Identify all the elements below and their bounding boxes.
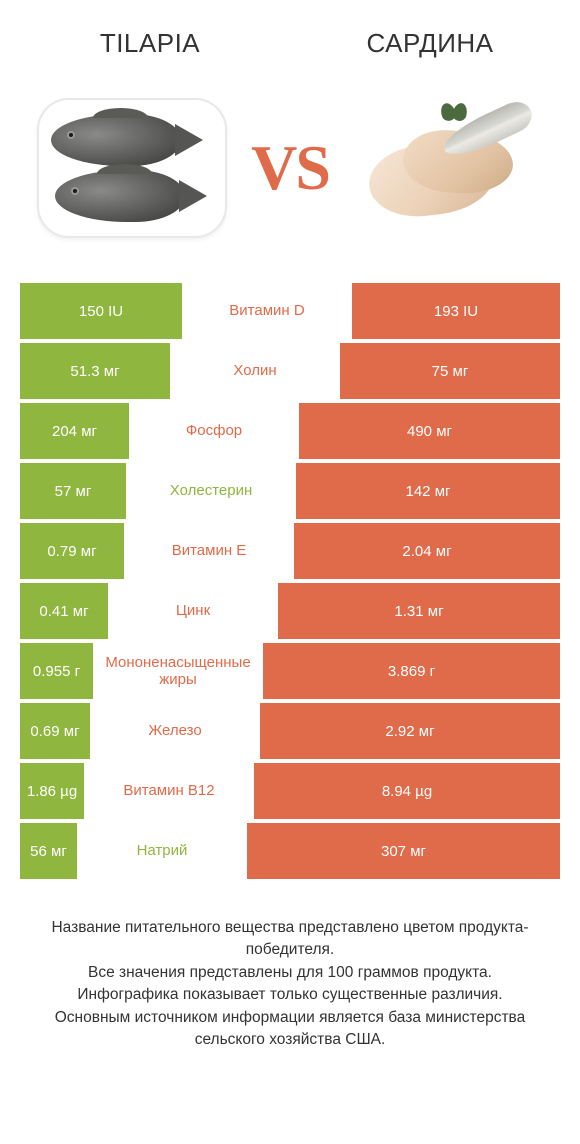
comparison-row: 51.3 мг Холин 75 мг	[20, 343, 560, 399]
comparison-row: 0.69 мг Железо 2.92 мг	[20, 703, 560, 759]
sardine-image	[337, 93, 560, 243]
header-right-title: САРДИНА	[290, 28, 570, 59]
right-value-bar: 8.94 µg	[254, 763, 560, 819]
nutrient-label: Витамин D	[182, 283, 352, 339]
nutrient-label: Железо	[90, 703, 260, 759]
nutrient-label: Холестерин	[126, 463, 296, 519]
left-value: 204 мг	[52, 423, 97, 440]
header-left-title: TILAPIA	[10, 28, 290, 59]
footer-line: Все значения представлены для 100 граммо…	[28, 962, 552, 984]
nutrient-label: Мононенасыщенные жиры	[93, 643, 263, 699]
footer-line: Название питательного вещества представл…	[28, 917, 552, 962]
right-value-bar: 193 IU	[352, 283, 560, 339]
right-value: 307 мг	[381, 843, 426, 860]
left-value: 0.69 мг	[30, 723, 79, 740]
right-value-bar: 3.869 г	[263, 643, 560, 699]
footer-line: Основным источником информации является …	[28, 1007, 552, 1052]
left-value-bar: 51.3 мг	[20, 343, 170, 399]
right-value-bar: 75 мг	[340, 343, 560, 399]
comparison-row: 204 мг Фосфор 490 мг	[20, 403, 560, 459]
nutrient-label: Витамин E	[124, 523, 294, 579]
vs-label: VS	[243, 131, 337, 205]
comparison-row: 1.86 µg Витамин B12 8.94 µg	[20, 763, 560, 819]
right-value-bar: 2.04 мг	[294, 523, 560, 579]
tilapia-image	[20, 93, 243, 243]
left-value: 150 IU	[79, 303, 123, 320]
nutrient-label: Натрий	[77, 823, 247, 879]
comparison-row: 56 мг Натрий 307 мг	[20, 823, 560, 879]
left-value: 0.79 мг	[47, 543, 96, 560]
left-value-bar: 204 мг	[20, 403, 129, 459]
right-value: 2.04 мг	[402, 543, 451, 560]
left-value: 1.86 µg	[27, 783, 77, 800]
hero: VS	[0, 73, 580, 283]
left-value: 51.3 мг	[70, 363, 119, 380]
right-value-bar: 2.92 мг	[260, 703, 560, 759]
left-value-bar: 0.79 мг	[20, 523, 124, 579]
left-value-bar: 150 IU	[20, 283, 182, 339]
left-value-bar: 0.69 мг	[20, 703, 90, 759]
left-value: 0.955 г	[33, 663, 80, 680]
right-value: 2.92 мг	[385, 723, 434, 740]
right-value-bar: 1.31 мг	[278, 583, 560, 639]
footer-line: Инфографика показывает только существенн…	[28, 984, 552, 1006]
right-value-bar: 142 мг	[296, 463, 560, 519]
right-value-bar: 490 мг	[299, 403, 560, 459]
comparison-row: 150 IU Витамин D 193 IU	[20, 283, 560, 339]
right-value: 193 IU	[434, 303, 478, 320]
right-value: 1.31 мг	[394, 603, 443, 620]
right-value: 142 мг	[406, 483, 451, 500]
right-value-bar: 307 мг	[247, 823, 560, 879]
header: TILAPIA САРДИНА	[0, 0, 580, 73]
nutrient-label: Цинк	[108, 583, 278, 639]
nutrient-label: Фосфор	[129, 403, 299, 459]
left-value: 0.41 мг	[39, 603, 88, 620]
left-value-bar: 1.86 µg	[20, 763, 84, 819]
nutrient-label: Витамин B12	[84, 763, 254, 819]
nutrient-label: Холин	[170, 343, 340, 399]
right-value: 8.94 µg	[382, 783, 432, 800]
comparison-row: 0.79 мг Витамин E 2.04 мг	[20, 523, 560, 579]
right-value: 3.869 г	[388, 663, 435, 680]
left-value-bar: 56 мг	[20, 823, 77, 879]
right-value: 75 мг	[432, 363, 469, 380]
comparison-row: 0.955 г Мононенасыщенные жиры 3.869 г	[20, 643, 560, 699]
comparison-rows: 150 IU Витамин D 193 IU 51.3 мг Холин 75 мг 20…	[0, 283, 580, 883]
left-value: 57 мг	[55, 483, 92, 500]
left-value: 56 мг	[30, 843, 67, 860]
left-value-bar: 0.41 мг	[20, 583, 108, 639]
left-value-bar: 0.955 г	[20, 643, 93, 699]
left-value-bar: 57 мг	[20, 463, 126, 519]
comparison-row: 57 мг Холестерин 142 мг	[20, 463, 560, 519]
comparison-row: 0.41 мг Цинк 1.31 мг	[20, 583, 560, 639]
footer-note: Название питательного вещества представл…	[0, 883, 580, 1062]
right-value: 490 мг	[407, 423, 452, 440]
